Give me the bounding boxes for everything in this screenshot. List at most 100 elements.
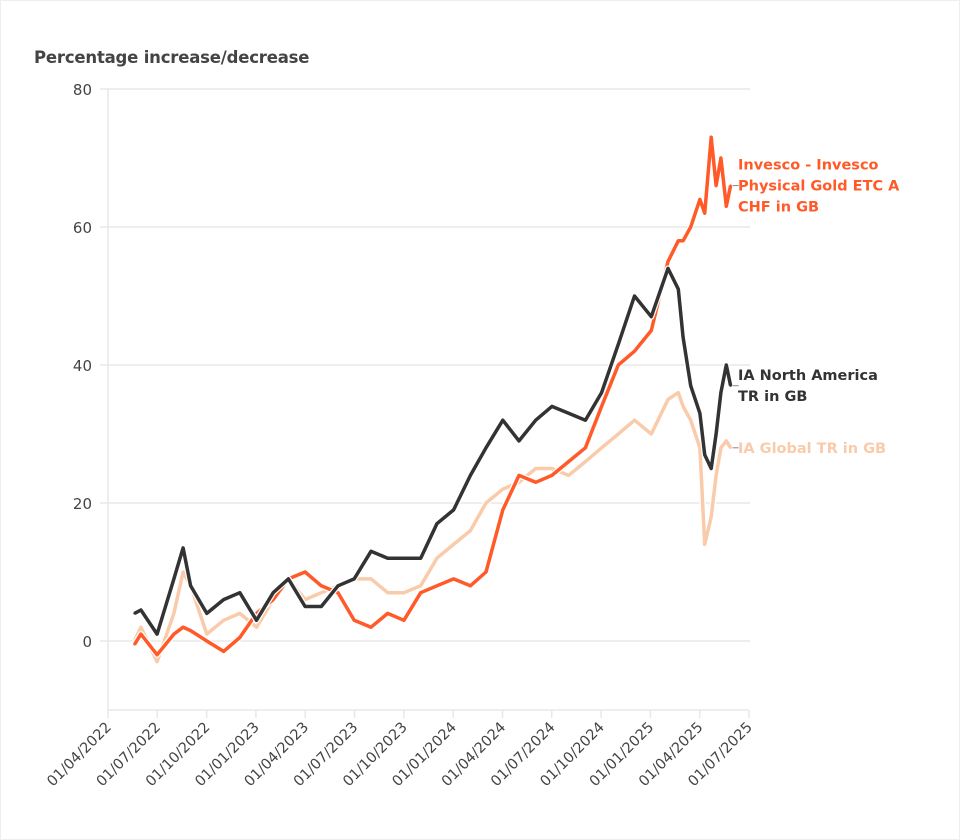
series-line-halo <box>133 265 734 638</box>
data-point <box>484 501 488 505</box>
data-point <box>567 460 570 463</box>
data-point <box>435 557 439 560</box>
data-point <box>189 584 192 587</box>
data-point <box>709 136 713 139</box>
data-point <box>709 467 713 470</box>
series-line-2 <box>133 266 733 636</box>
data-point <box>484 570 488 574</box>
data-point <box>725 439 728 443</box>
y-tick-label: 40 <box>73 357 92 375</box>
data-point <box>181 570 185 574</box>
data-point <box>469 474 472 477</box>
data-point <box>617 432 620 436</box>
data-point <box>238 612 241 615</box>
data-point <box>584 446 587 449</box>
data-point <box>172 632 176 636</box>
data-point <box>469 584 472 587</box>
data-point <box>677 239 680 242</box>
data-point <box>729 184 732 187</box>
data-point <box>729 446 732 449</box>
y-axis-title: Percentage increase/decrease <box>34 48 310 67</box>
data-point <box>172 577 176 581</box>
data-point <box>484 446 488 449</box>
data-point <box>650 329 653 332</box>
data-point <box>709 515 713 518</box>
data-point <box>189 629 192 632</box>
data-point <box>155 632 159 636</box>
data-point <box>320 605 323 608</box>
series-label: TR in GB <box>738 389 807 405</box>
data-point <box>517 474 521 477</box>
data-point <box>703 453 706 456</box>
data-point <box>681 239 685 242</box>
data-point <box>469 529 472 532</box>
data-point <box>452 508 455 512</box>
data-point <box>600 446 603 449</box>
data-point <box>435 584 439 587</box>
data-point <box>550 474 554 477</box>
data-point <box>133 612 136 615</box>
data-point <box>517 439 521 443</box>
data-point <box>501 488 504 491</box>
data-point <box>689 384 692 387</box>
data-point <box>419 591 422 594</box>
series-line-1 <box>133 135 733 657</box>
data-point <box>255 626 258 629</box>
data-point <box>501 419 504 422</box>
data-point <box>452 543 455 546</box>
data-point <box>550 405 554 408</box>
data-point <box>600 391 603 394</box>
data-point <box>452 577 455 581</box>
data-point <box>419 557 422 560</box>
series-label: CHF in GB <box>738 200 819 216</box>
data-point <box>666 398 670 401</box>
data-point <box>139 632 143 636</box>
data-point <box>703 543 706 546</box>
data-point <box>617 363 620 367</box>
data-point <box>386 612 389 615</box>
data-point <box>238 591 241 594</box>
data-point <box>133 643 136 646</box>
y-tick-label: 80 <box>73 81 92 99</box>
data-point <box>303 570 307 574</box>
data-point <box>725 363 728 367</box>
data-point <box>353 619 356 622</box>
data-point <box>320 584 323 587</box>
data-point <box>689 225 692 229</box>
y-tick-label: 60 <box>73 219 92 237</box>
data-point <box>222 598 225 601</box>
data-point <box>369 577 373 581</box>
data-point <box>369 550 373 553</box>
data-point <box>402 591 406 594</box>
data-point <box>155 653 159 656</box>
data-point <box>681 336 685 339</box>
data-point <box>550 467 554 470</box>
data-point <box>677 391 680 394</box>
data-point <box>584 419 587 422</box>
data-point <box>287 577 290 581</box>
data-point <box>255 619 258 622</box>
data-point <box>172 612 176 615</box>
data-point <box>600 405 603 408</box>
data-point <box>181 546 185 550</box>
data-point <box>719 391 723 394</box>
data-point <box>205 632 209 636</box>
y-tick-label: 20 <box>73 495 92 513</box>
data-point <box>729 384 732 387</box>
data-point <box>617 343 620 346</box>
series-label: IA North America <box>738 368 878 384</box>
data-point <box>205 612 209 615</box>
data-point <box>534 467 537 470</box>
series-label: IA Global TR in GB <box>738 441 886 457</box>
data-point <box>666 267 670 270</box>
data-point <box>336 591 340 594</box>
data-point <box>689 419 692 422</box>
data-point <box>650 432 653 436</box>
data-point <box>386 591 389 594</box>
data-point <box>369 626 373 629</box>
data-point <box>681 405 685 408</box>
data-point <box>666 260 670 263</box>
data-point <box>584 460 587 463</box>
data-point <box>353 577 356 581</box>
